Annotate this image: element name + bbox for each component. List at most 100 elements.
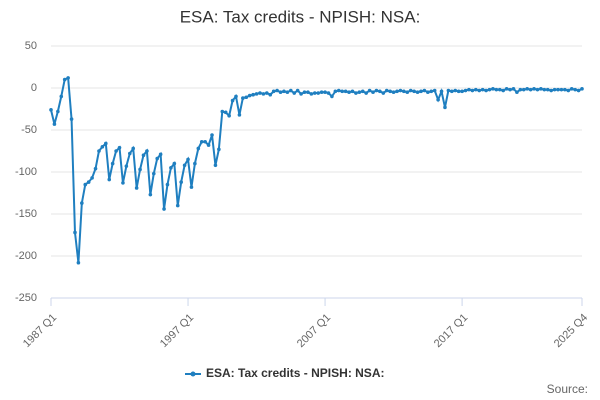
data-point bbox=[545, 87, 550, 92]
data-point bbox=[474, 87, 478, 92]
data-point bbox=[316, 91, 321, 95]
data-point bbox=[580, 87, 584, 91]
data-point bbox=[470, 88, 475, 93]
data-point bbox=[456, 89, 461, 94]
data-point bbox=[175, 203, 180, 208]
data-point bbox=[237, 113, 242, 117]
data-point bbox=[182, 163, 187, 168]
data-point bbox=[131, 146, 136, 151]
data-point bbox=[110, 161, 115, 166]
data-point bbox=[73, 230, 77, 235]
data-point bbox=[199, 139, 204, 144]
data-point bbox=[487, 87, 492, 92]
data-point bbox=[189, 185, 194, 189]
data-point bbox=[247, 93, 252, 98]
data-point bbox=[446, 88, 451, 93]
data-point bbox=[323, 90, 327, 94]
data-point bbox=[56, 109, 60, 114]
data-point bbox=[97, 149, 101, 153]
data-point bbox=[319, 90, 324, 94]
data-point bbox=[69, 117, 74, 121]
data-point bbox=[552, 87, 557, 92]
y-tick-label: -150 bbox=[15, 208, 37, 220]
data-point bbox=[172, 161, 177, 166]
x-tick-label: 1987 Q1 bbox=[21, 312, 59, 350]
data-point bbox=[439, 89, 444, 94]
data-point bbox=[141, 153, 146, 157]
data-point bbox=[371, 90, 375, 94]
data-point bbox=[528, 87, 533, 92]
data-point bbox=[90, 176, 94, 180]
data-point bbox=[62, 77, 67, 82]
data-point bbox=[542, 87, 547, 92]
data-point bbox=[511, 87, 516, 91]
x-tick-label: 2017 Q1 bbox=[432, 312, 470, 350]
data-point bbox=[275, 88, 279, 93]
data-point bbox=[241, 96, 245, 100]
data-point bbox=[573, 87, 577, 92]
data-point bbox=[532, 87, 536, 91]
data-point bbox=[107, 177, 112, 182]
data-point bbox=[302, 90, 307, 94]
data-point bbox=[271, 89, 276, 94]
y-tick-label: -100 bbox=[15, 166, 37, 178]
data-point bbox=[426, 90, 430, 94]
data-point bbox=[162, 207, 166, 211]
data-point bbox=[80, 201, 84, 205]
data-point bbox=[463, 88, 468, 93]
data-point bbox=[278, 90, 283, 94]
data-point bbox=[556, 87, 560, 92]
data-point bbox=[350, 89, 355, 94]
data-point bbox=[93, 166, 98, 171]
data-point bbox=[179, 180, 183, 184]
data-point bbox=[124, 164, 129, 168]
data-point bbox=[576, 88, 581, 93]
data-point bbox=[563, 87, 567, 92]
data-point bbox=[412, 89, 416, 94]
data-point bbox=[347, 90, 351, 94]
data-point bbox=[158, 152, 163, 157]
data-point bbox=[223, 110, 228, 115]
data-point bbox=[367, 88, 372, 93]
data-point bbox=[569, 87, 574, 91]
x-tick-label: 1997 Q1 bbox=[158, 312, 196, 350]
data-point bbox=[292, 91, 297, 95]
data-point bbox=[268, 92, 273, 97]
data-point bbox=[408, 88, 413, 93]
data-point bbox=[210, 133, 214, 137]
data-point bbox=[203, 139, 207, 144]
data-point bbox=[336, 88, 341, 93]
data-point bbox=[66, 76, 70, 80]
chart-title: ESA: Tax credits - NPISH: NSA: bbox=[180, 7, 421, 26]
data-point bbox=[549, 88, 553, 93]
data-point bbox=[330, 94, 334, 99]
data-point bbox=[497, 87, 502, 92]
data-point bbox=[86, 180, 91, 184]
legend-label: ESA: Tax credits - NPISH: NSA: bbox=[206, 366, 384, 380]
data-point bbox=[83, 182, 88, 187]
data-point bbox=[343, 89, 348, 94]
data-point bbox=[559, 87, 564, 92]
data-point bbox=[539, 87, 543, 91]
data-point bbox=[254, 92, 259, 96]
data-point bbox=[104, 141, 108, 146]
data-point bbox=[508, 87, 512, 92]
data-point bbox=[504, 87, 509, 91]
data-point bbox=[127, 151, 132, 156]
data-point bbox=[429, 89, 434, 94]
data-point bbox=[391, 90, 396, 94]
data-point bbox=[432, 88, 437, 93]
data-point bbox=[333, 89, 338, 94]
data-point bbox=[265, 91, 269, 95]
data-point bbox=[480, 87, 485, 92]
data-point bbox=[196, 146, 201, 151]
data-point bbox=[234, 94, 238, 99]
data-point bbox=[364, 91, 368, 95]
x-tick-label: 2007 Q1 bbox=[295, 312, 333, 350]
source: Source: bbox=[547, 382, 588, 396]
data-point bbox=[114, 149, 118, 153]
data-point bbox=[521, 87, 526, 92]
data-point bbox=[491, 87, 495, 91]
data-point bbox=[484, 88, 488, 93]
